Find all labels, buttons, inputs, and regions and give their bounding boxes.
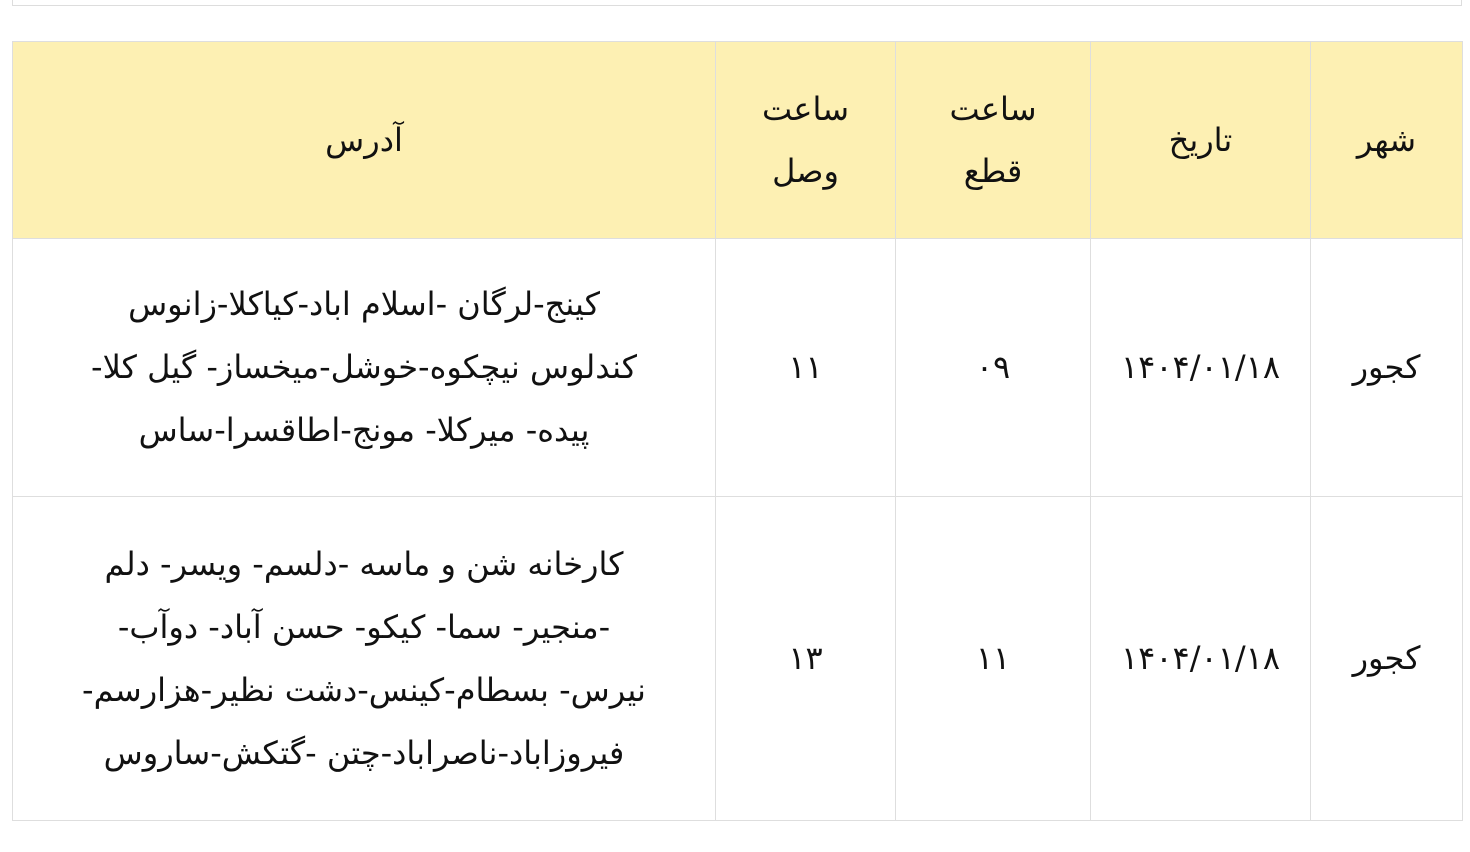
header-address: آدرس xyxy=(12,41,716,239)
cell-city: کجور xyxy=(1310,496,1463,821)
table-row: کجور ۱۴۰۴/۰۱/۱۸ ۱۱ ۱۳ کارخانه شن و ماسه … xyxy=(12,496,1463,821)
cell-cut-time: ۰۹ xyxy=(895,238,1091,497)
header-connect-time: ساعت وصل xyxy=(715,41,896,239)
cell-address: کینج-لرگان -اسلام اباد-کیاکلا-زانوس کندل… xyxy=(12,238,716,497)
cell-date: ۱۴۰۴/۰۱/۱۸ xyxy=(1090,496,1311,821)
top-panel xyxy=(12,0,1462,6)
outage-schedule-table: شهر تاریخ ساعت قطع ساعت وصل آدرس کجور ۱۴… xyxy=(12,41,1463,821)
header-date: تاریخ xyxy=(1090,41,1311,239)
table-row: کجور ۱۴۰۴/۰۱/۱۸ ۰۹ ۱۱ کینج-لرگان -اسلام … xyxy=(12,238,1463,497)
table-header-row: شهر تاریخ ساعت قطع ساعت وصل آدرس xyxy=(12,41,1463,239)
header-cut-time: ساعت قطع xyxy=(895,41,1091,239)
cell-city: کجور xyxy=(1310,238,1463,497)
cell-connect-time: ۱۳ xyxy=(715,496,896,821)
cell-address: کارخانه شن و ماسه -دلسم- ویسر- دلم -منجی… xyxy=(12,496,716,821)
cell-connect-time: ۱۱ xyxy=(715,238,896,497)
header-city: شهر xyxy=(1310,41,1463,239)
cell-cut-time: ۱۱ xyxy=(895,496,1091,821)
cell-date: ۱۴۰۴/۰۱/۱۸ xyxy=(1090,238,1311,497)
